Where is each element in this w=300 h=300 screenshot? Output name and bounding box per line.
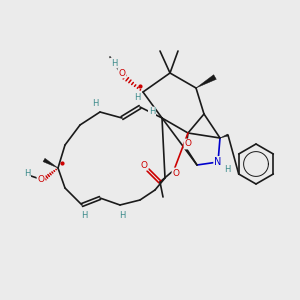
Text: H: H [134, 94, 140, 103]
Text: O: O [184, 140, 191, 148]
Text: H: H [149, 107, 155, 116]
Text: O: O [172, 169, 179, 178]
Text: H: H [92, 98, 98, 107]
Text: O: O [38, 175, 44, 184]
Polygon shape [220, 134, 228, 138]
Polygon shape [43, 158, 58, 168]
Text: N: N [214, 157, 222, 167]
Text: O: O [140, 160, 148, 169]
Polygon shape [196, 75, 216, 88]
Text: H: H [24, 169, 30, 178]
Text: H: H [81, 211, 87, 220]
Text: H: H [119, 211, 125, 220]
Text: H: H [111, 58, 117, 68]
Text: H: H [224, 166, 230, 175]
Text: O: O [118, 68, 125, 77]
